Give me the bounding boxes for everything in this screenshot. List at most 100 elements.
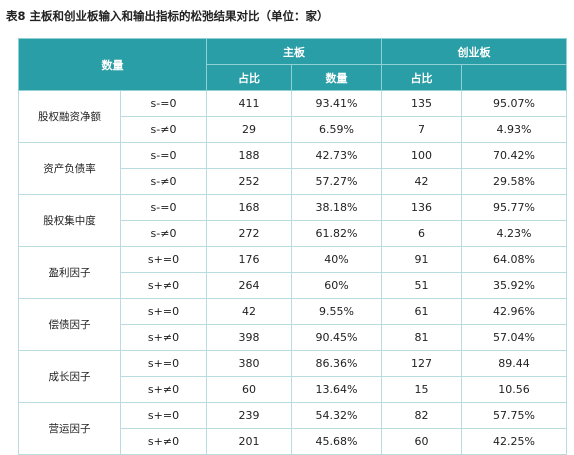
table-row: 营运因子 s+=0 239 54.32% 82 57.75% [18,402,567,455]
condition-cell: s-≠0 [120,116,207,143]
value-cell: 9.55% [291,298,382,325]
condition-cell: s-≠0 [120,168,207,195]
table-row: 偿债因子 s+=0 42 9.55% 61 42.96% [18,298,567,351]
value-cell: 70.42% [461,142,567,169]
condition-cell: s+≠0 [120,376,207,403]
value-cell: 51 [381,272,462,299]
value-cell: 42 [381,168,462,195]
table-row: s+≠0 60 13.64% 15 10.56 [19,376,567,403]
value-cell: 239 [206,402,292,429]
value-cell: 10.56 [461,376,567,403]
row-label: 资产负债率 [18,142,121,195]
value-cell: 91 [381,246,462,273]
condition-cell: s+≠0 [120,428,207,455]
value-cell: 95.77% [461,194,567,221]
header-cell [461,64,567,91]
value-cell: 168 [206,194,292,221]
value-cell: 81 [381,324,462,351]
condition-cell: s+≠0 [120,272,207,299]
table-row: s+≠0 398 90.45% 81 57.04% [19,324,567,351]
value-cell: 64.08% [461,246,567,273]
row-label: 股权集中度 [18,194,121,247]
condition-cell: s+=0 [120,298,207,325]
value-cell: 54.32% [291,402,382,429]
value-cell: 60 [206,376,292,403]
value-cell: 57.75% [461,402,567,429]
value-cell: 42.73% [291,142,382,169]
table: 数量 主板 创业板 占比 数量 占比 股权融资净额 s-=0 411 93.41% 13… [18,38,567,455]
value-cell: 42 [206,298,292,325]
value-cell: 176 [206,246,292,273]
header-cell: 数量 [291,64,382,91]
value-cell: 29 [206,116,292,143]
value-cell: 61 [381,298,462,325]
row-label: 成长因子 [18,350,121,403]
value-cell: 89.44 [461,350,567,377]
value-cell: 45.68% [291,428,382,455]
value-cell: 42.25% [461,428,567,455]
value-cell: 4.23% [461,220,567,247]
value-cell: 6.59% [291,116,382,143]
value-cell: 100 [381,142,462,169]
page: 表8 主板和创业板输入和输出指标的松弛结果对比（单位：家） 数量 主板 创业板 … [6,9,567,455]
value-cell: 95.07% [461,90,567,117]
value-cell: 6 [381,220,462,247]
value-cell: 90.45% [291,324,382,351]
value-cell: 29.58% [461,168,567,195]
header-cell: 主板 [206,38,382,65]
value-cell: 60 [381,428,462,455]
condition-cell: s-≠0 [120,220,207,247]
table-row: s-≠0 29 6.59% 7 4.93% [19,116,567,143]
header-cell: 占比 [381,64,462,91]
row-label: 偿债因子 [18,298,121,351]
condition-cell: s+=0 [120,350,207,377]
value-cell: 398 [206,324,292,351]
condition-cell: s-=0 [120,90,207,117]
table-row: 盈利因子 s+=0 176 40% 91 64.08% [18,246,567,299]
value-cell: 57.04% [461,324,567,351]
row-label: 盈利因子 [18,246,121,299]
table-row: 股权集中度 s-=0 168 38.18% 136 95.77% [18,194,567,247]
row-label: 营运因子 [18,402,121,455]
condition-cell: s-=0 [120,142,207,169]
condition-cell: s+=0 [120,402,207,429]
value-cell: 201 [206,428,292,455]
value-cell: 4.93% [461,116,567,143]
value-cell: 380 [206,350,292,377]
condition-cell: s-=0 [120,194,207,221]
value-cell: 40% [291,246,382,273]
table-row: 资产负债率 s-=0 188 42.73% 100 70.42% [18,142,567,195]
table-row: s-≠0 272 61.82% 6 4.23% [19,220,567,247]
value-cell: 15 [381,376,462,403]
header-row: 占比 数量 占比 [19,64,567,91]
table-row: 股权融资净额 s-=0 411 93.41% 135 95.07% [18,90,567,143]
header-cell: 占比 [206,64,292,91]
header-cell: 创业板 [381,38,567,65]
table-row: s-≠0 252 57.27% 42 29.58% [19,168,567,195]
value-cell: 42.96% [461,298,567,325]
condition-cell: s+≠0 [120,324,207,351]
value-cell: 411 [206,90,292,117]
header-row: 数量 主板 创业板 [18,38,567,91]
value-cell: 252 [206,168,292,195]
value-cell: 86.36% [291,350,382,377]
value-cell: 136 [381,194,462,221]
value-cell: 135 [381,90,462,117]
value-cell: 264 [206,272,292,299]
header-cell: 数量 [18,38,207,91]
condition-cell: s+=0 [120,246,207,273]
value-cell: 35.92% [461,272,567,299]
row-label: 股权融资净额 [18,90,121,143]
table-title: 表8 主板和创业板输入和输出指标的松弛结果对比（单位：家） [6,9,329,23]
value-cell: 127 [381,350,462,377]
table-body: 股权融资净额 s-=0 411 93.41% 135 95.07% s-≠0 29 6.59% 7… [18,90,567,455]
value-cell: 61.82% [291,220,382,247]
value-cell: 272 [206,220,292,247]
table-row: 成长因子 s+=0 380 86.36% 127 89.44 [18,350,567,403]
value-cell: 13.64% [291,376,382,403]
value-cell: 188 [206,142,292,169]
value-cell: 60% [291,272,382,299]
value-cell: 7 [381,116,462,143]
value-cell: 82 [381,402,462,429]
table-row: s+≠0 264 60% 51 35.92% [19,272,567,299]
